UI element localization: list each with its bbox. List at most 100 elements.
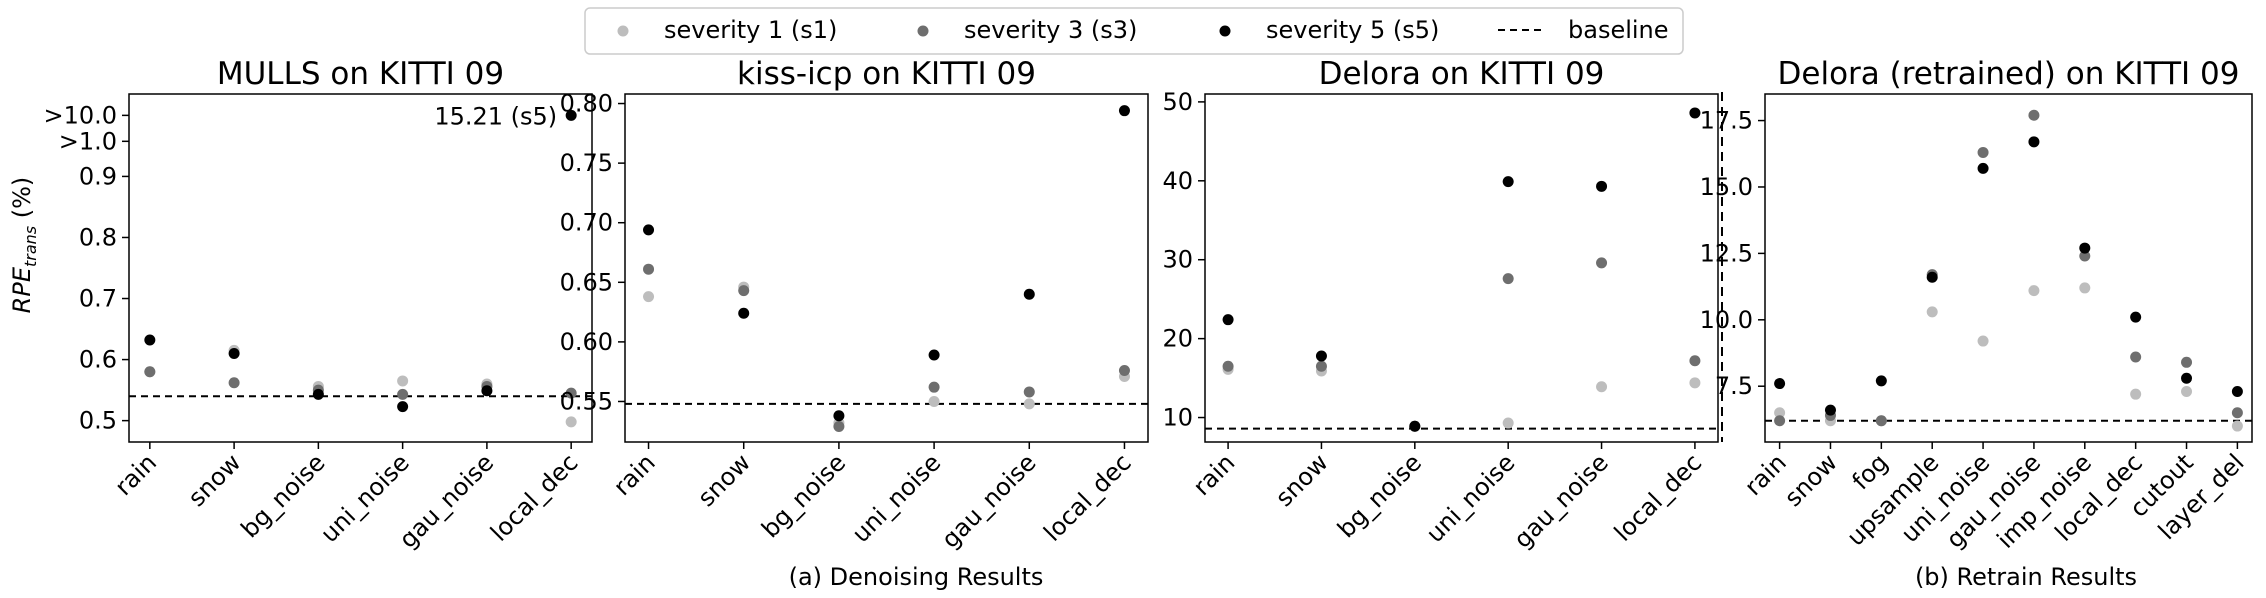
data-point-s5 — [1315, 350, 1327, 362]
data-point-s1 — [397, 375, 409, 387]
data-point-s3 — [1023, 386, 1035, 398]
panel-mulls: MULLS on KITTI 09 0.5 0.6 0.7 0.8 0.9 >1.0>10.… — [43, 56, 593, 554]
plot-frame — [624, 93, 1149, 443]
data-point-s1 — [2079, 282, 2091, 294]
data-point-s5 — [1875, 375, 1887, 387]
data-point-s5 — [1409, 420, 1421, 432]
data-point-s5 — [1926, 271, 1938, 283]
data-point-s3 — [1118, 364, 1130, 376]
legend-marker-s1 — [617, 25, 629, 37]
y-tick-label: 0.65 — [560, 268, 613, 296]
legend-marker-s5 — [1219, 25, 1231, 37]
y-tick-label: 0.60 — [560, 328, 613, 356]
data-point-s3 — [2181, 356, 2193, 368]
plot-frame — [128, 93, 593, 443]
y-tick-label: >10.0 — [43, 101, 117, 129]
y-tick-label: >1.0 — [59, 127, 117, 155]
data-point-s1 — [643, 291, 655, 303]
data-point-s3 — [144, 366, 156, 378]
data-point-s3 — [1502, 273, 1514, 285]
data-point-s5 — [2231, 386, 2243, 398]
y-tick-label: 0.7 — [79, 285, 117, 313]
data-point-s3 — [1315, 360, 1327, 372]
caption-denoising: (a) Denoising Results — [789, 563, 1044, 591]
legend: severity 1 (s1) severity 3 (s3) severity… — [584, 7, 1684, 55]
panel-title: MULLS on KITTI 09 — [217, 56, 504, 92]
y-axis-label: RPEtrans (%) — [8, 177, 40, 314]
y-tick-label: 15.0 — [1700, 173, 1753, 201]
y-tick-label: 7.5 — [1715, 372, 1753, 400]
data-point-s5 — [2181, 372, 2193, 384]
x-tick-label: snow — [1270, 448, 1334, 512]
x-tick-label: snow — [692, 448, 756, 512]
x-tick-label: local_dec — [1609, 448, 1707, 546]
data-point-s1 — [1596, 381, 1608, 393]
data-point-s3 — [1689, 355, 1701, 367]
data-point-s5 — [312, 388, 324, 400]
plot-frame — [1204, 93, 1719, 443]
y-tick-label: 0.8 — [79, 223, 117, 251]
panel-delora: Delora on KITTI 09 10 20 30 40 50 rain snowbg_n… — [1162, 56, 1719, 554]
y-tick-label: 10.0 — [1700, 306, 1753, 334]
legend-label-baseline: baseline — [1568, 16, 1669, 44]
data-point-s5 — [1689, 107, 1701, 119]
data-point-s5 — [2130, 311, 2142, 323]
data-point-s3 — [1596, 257, 1608, 269]
y-tick-label: 30 — [1162, 246, 1193, 274]
x-tick-label: rain — [1188, 448, 1241, 501]
data-point-s1 — [2028, 285, 2040, 297]
legend-frame — [584, 7, 1684, 55]
data-point-s3 — [928, 381, 940, 393]
x-tick-label: gau_noise — [1508, 448, 1613, 553]
legend-label-s1: severity 1 (s1) — [664, 16, 837, 44]
data-point-s1 — [928, 395, 940, 407]
x-tick-label: bg_noise — [1332, 448, 1427, 543]
data-point-s1 — [1689, 377, 1701, 389]
annotation-outlier: 15.21 (s5) — [434, 102, 557, 130]
data-point-s1 — [1926, 306, 1938, 318]
x-tick-label: rain — [608, 448, 661, 501]
data-point-s5 — [2079, 242, 2091, 254]
legend-label-s3: severity 3 (s3) — [964, 16, 1137, 44]
x-tick-label: bg_noise — [756, 448, 851, 543]
data-point-s5 — [1023, 288, 1035, 300]
x-tick-label: snow — [183, 448, 247, 512]
data-point-s3 — [397, 388, 409, 400]
plot-frame — [1764, 93, 2253, 443]
data-point-s1 — [1774, 407, 1786, 419]
data-point-s1 — [1023, 398, 1035, 410]
data-point-s5 — [1118, 105, 1130, 117]
data-point-s5 — [1502, 176, 1514, 188]
data-point-s3 — [2079, 250, 2091, 262]
data-point-s3 — [2130, 351, 2142, 363]
panel-title: kiss-icp on KITTI 09 — [737, 56, 1036, 92]
data-point-s1 — [565, 416, 577, 428]
y-tick-label: 12.5 — [1700, 239, 1753, 267]
data-point-s3 — [2231, 407, 2243, 419]
data-point-s5 — [481, 385, 493, 397]
panel-kiss-icp: kiss-icp on KITTI 09 0.55 0.60 0.65 0.70 0.75… — [560, 56, 1149, 554]
data-point-s5 — [1774, 378, 1786, 390]
y-tick-label: 0.9 — [79, 162, 117, 190]
y-tick-label: 0.80 — [560, 90, 613, 118]
data-point-s5 — [738, 307, 750, 319]
data-point-s1 — [2181, 386, 2193, 398]
legend-marker-s3 — [917, 25, 929, 37]
panel-title: Delora (retrained) on KITTI 09 — [1778, 56, 2240, 92]
data-point-s5 — [2028, 136, 2040, 148]
data-point-s5 — [228, 347, 240, 359]
data-point-s3 — [228, 377, 240, 389]
data-point-s5 — [565, 109, 577, 121]
data-point-s5 — [1824, 404, 1836, 416]
data-point-s5 — [1977, 162, 1989, 174]
panel-title: Delora on KITTI 09 — [1319, 56, 1605, 92]
x-tick-label: snow — [1779, 448, 1843, 512]
data-point-s1 — [1977, 335, 1989, 347]
x-tick-label: gau_noise — [936, 448, 1041, 553]
caption-retrain: (b) Retrain Results — [1915, 563, 2137, 591]
data-point-s3 — [1222, 360, 1234, 372]
y-axis-label-subscript: trans — [21, 226, 40, 267]
data-point-s3 — [1875, 415, 1887, 427]
data-point-s3 — [833, 421, 845, 433]
